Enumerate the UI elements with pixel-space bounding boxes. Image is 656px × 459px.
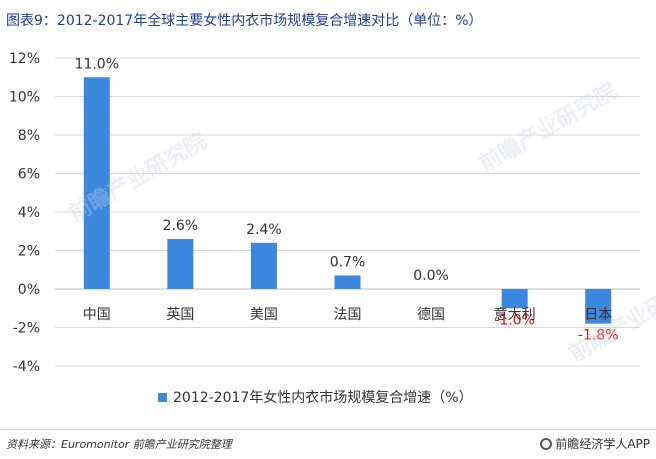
y-tick-label: 4% — [18, 205, 40, 221]
data-label: -1.8% — [578, 328, 619, 344]
y-tick-label: 0% — [18, 282, 40, 298]
data-label: 0.7% — [330, 255, 366, 271]
y-tick-label: 12% — [9, 51, 40, 67]
data-label: 2.6% — [163, 218, 199, 234]
y-tick-label: 6% — [18, 167, 40, 183]
y-tick-label: 8% — [18, 128, 40, 144]
bar — [167, 238, 194, 289]
bar — [83, 77, 110, 289]
data-label: 11.0% — [75, 56, 119, 72]
legend-swatch — [158, 392, 167, 402]
bar — [334, 275, 361, 289]
y-tick-label: 2% — [18, 244, 40, 260]
category-label: 意大利 — [494, 306, 536, 323]
chart-legend: 2012-2017年女性内衣市场规模复合增速（%） — [158, 387, 473, 407]
category-label: 中国 — [83, 307, 111, 323]
bar-chart: 12% 10% 8% 6% 4% 2% 0% -2% -4% 11.0% 2.6% 2.4% 0.7%… — [9, 51, 640, 375]
source-note: 资料来源：Euromonitor 前瞻产业研究院整理 — [6, 438, 232, 451]
category-label: 英国 — [166, 306, 194, 323]
brand: 前瞻经济学人APP — [540, 435, 650, 452]
chart-title: 图表9：2012-2017年全球主要女性内衣市场规模复合增速对比（单位：%） — [6, 13, 483, 29]
data-label: -1.0% — [494, 312, 535, 328]
category-label: 法国 — [334, 307, 362, 323]
y-tick-label: -2% — [13, 321, 40, 337]
legend-label: 2012-2017年女性内衣市场规模复合增速（%） — [173, 390, 473, 406]
y-tick-label: 10% — [9, 90, 40, 106]
bar — [501, 289, 528, 309]
data-label: 2.4% — [246, 222, 282, 238]
bar — [250, 242, 277, 289]
brand-logo-icon — [540, 437, 553, 450]
category-label: 美国 — [250, 307, 278, 323]
bar — [585, 289, 612, 324]
footer: 资料来源：Euromonitor 前瞻产业研究院整理 前瞻经济学人APP — [0, 429, 656, 459]
brand-name: 前瞻经济学人APP — [555, 437, 650, 451]
y-tick-label: -4% — [13, 359, 40, 375]
category-label: 日本 — [584, 307, 612, 323]
category-label: 德国 — [417, 307, 445, 323]
data-label: 0.0% — [413, 268, 449, 284]
